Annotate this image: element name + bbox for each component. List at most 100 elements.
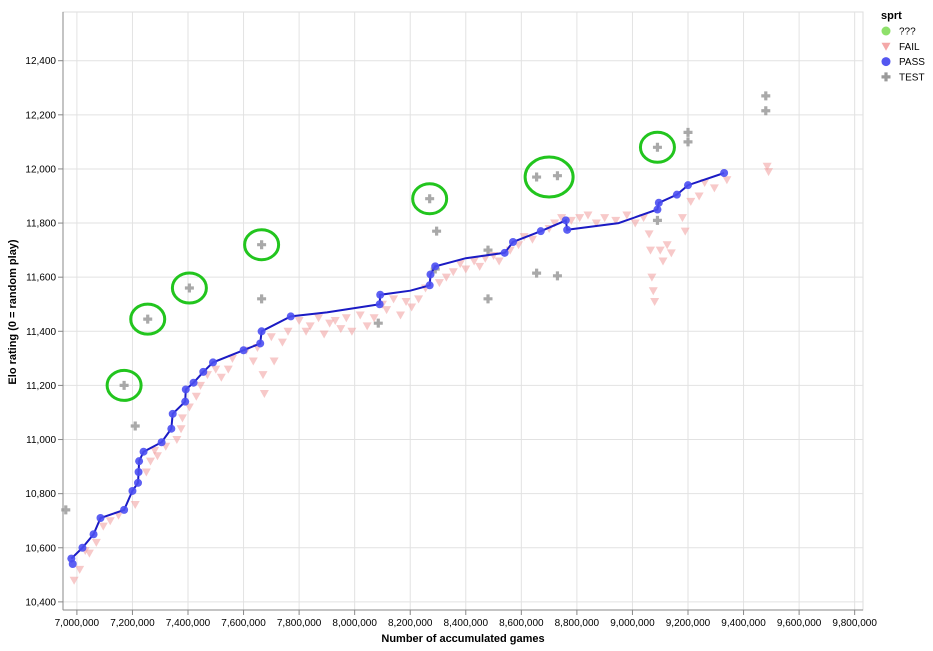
pass-point [139,447,148,456]
fail-point [227,354,237,363]
x-tick-label: 7,400,000 [166,618,211,629]
pass-point [509,238,517,246]
x-tick-label: 9,200,000 [666,618,711,629]
fail-point [646,246,655,255]
legend-label: FAIL [899,42,920,53]
fail-point [709,184,719,193]
fail-point [414,295,424,304]
fail-point [494,257,504,266]
y-tick-label: 11,800 [26,219,56,230]
fail-point [176,425,186,434]
fail-point [448,268,458,277]
fail-point [680,227,690,236]
x-tick-label: 8,400,000 [444,618,489,629]
test-point [761,106,771,116]
y-tick-label: 11,200 [26,381,56,392]
legend-title: sprt [881,10,902,22]
x-tick-label: 8,200,000 [388,618,433,629]
annotation-circle [523,155,575,199]
test-point [532,172,542,182]
x-axis: 7,000,000 7,200,000 7,400,000 7,600,000 7,80… [55,609,877,629]
fail-point [461,265,471,274]
test-point [61,505,71,515]
fail-point [283,327,293,336]
fail-point [434,279,444,288]
fail-point [91,538,101,547]
pass-point [257,327,266,336]
fail-point [277,338,287,347]
fail-point [305,322,315,331]
pass-points [67,169,729,568]
x-tick-label: 8,600,000 [499,618,544,629]
fail-point [325,319,335,328]
x-tick-label: 7,200,000 [110,618,155,629]
x-tick-label: 7,600,000 [221,618,266,629]
test-point [761,91,771,101]
pass-point [672,190,681,199]
fail-point [658,257,668,266]
y-tick-label: 11,000 [26,435,56,446]
pass-point [134,468,143,476]
pass-point [654,198,663,207]
pass-point [128,486,137,495]
pass-point [120,505,129,514]
fail-point [591,219,601,228]
legend-label: ??? [899,27,916,38]
fail-point [141,468,151,477]
y-tick-label: 12,000 [25,164,56,175]
fail-point [294,316,304,325]
test-point [425,194,435,204]
fail-point [600,214,610,223]
fail-point [686,197,696,206]
annotation-circle [638,130,676,164]
annotation-circle [411,182,449,216]
pass-point [135,457,144,466]
y-tick-label: 12,400 [25,56,56,67]
fail-point [583,211,593,220]
fail-point [172,436,182,445]
fail-point [389,295,399,304]
pass-point [189,378,198,387]
pass-point [96,514,105,522]
test-point [373,318,383,328]
fail-point [575,214,585,223]
annotation-circle [170,271,208,305]
fail-point [259,390,269,399]
x-tick-label: 7,800,000 [277,618,322,629]
pass-point [181,385,190,394]
fail-point [355,311,365,320]
test-point [652,215,662,225]
y-axis: 10,400 10,600 10,800 11,000 11,200 11,400 11,6… [25,12,64,610]
fail-point [396,311,405,320]
fail-point [475,262,485,271]
fail-point [336,325,346,334]
legend-swatch [881,72,891,82]
y-tick-label: 10,600 [25,543,56,554]
fail-point [655,246,665,255]
test-point [257,240,267,250]
fail-point [319,330,329,339]
test-point [552,271,562,281]
test-point [432,226,442,236]
pass-point [89,530,98,539]
test-points [61,91,771,515]
fail-point [258,371,268,380]
x-tick-label: 9,600,000 [777,618,822,629]
test-point [652,142,662,152]
fail-point [550,219,560,228]
annotation-circle [243,228,281,262]
fail-point [191,392,201,401]
fail-point [662,241,672,250]
fail-point [362,322,372,331]
fail-point [694,192,704,201]
fail-point [630,219,640,228]
fail-point [401,298,411,307]
y-axis-title: Elo rating (0 = random play) [7,239,19,385]
x-axis-title: Number of accumulated games [381,633,544,645]
x-tick-label: 8,800,000 [555,618,600,629]
pass-point [256,339,265,348]
annotation-circle [105,368,143,402]
legend-swatch [881,42,891,51]
pass-point [536,227,545,236]
x-tick-label: 9,000,000 [610,618,655,629]
